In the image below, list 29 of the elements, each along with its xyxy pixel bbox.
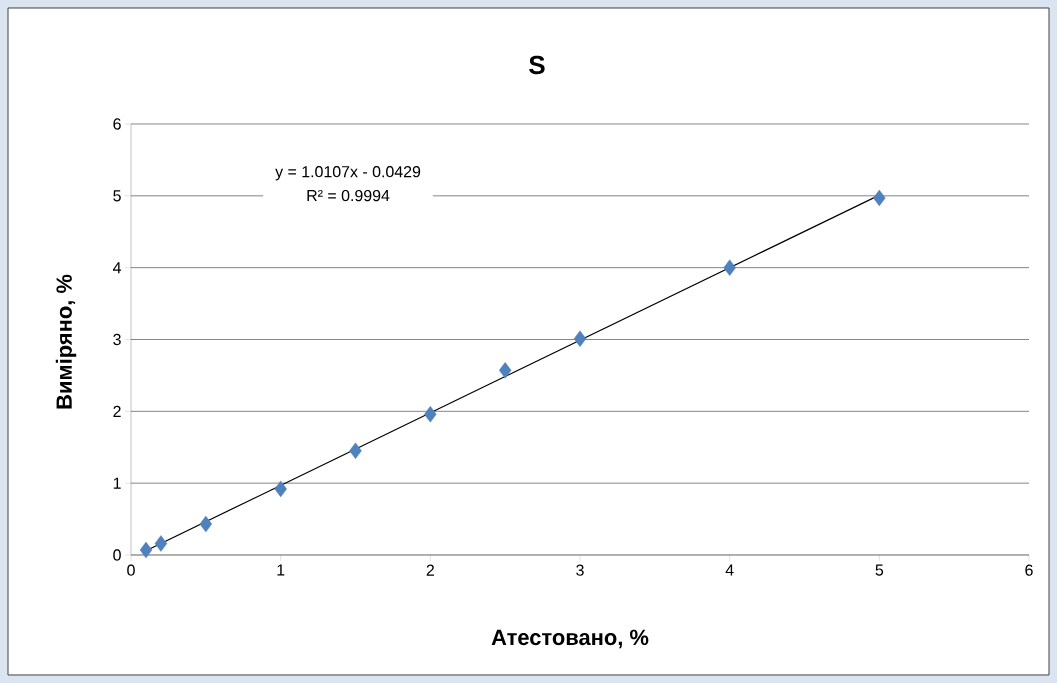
y-tick-label: 4 bbox=[112, 262, 122, 274]
annotation: y = 1.0107x - 0.0429 bbox=[275, 166, 421, 181]
point bbox=[498, 362, 512, 379]
y-tick-label: 5 bbox=[113, 190, 121, 202]
y-tick-label: 2 bbox=[113, 405, 121, 417]
x-tick-label: 5 bbox=[875, 564, 884, 576]
x-tick-label: 6 bbox=[1025, 564, 1033, 576]
point bbox=[139, 541, 153, 559]
x-tick-label: 3 bbox=[576, 564, 584, 576]
x-tick-label: 1 bbox=[277, 564, 285, 576]
point bbox=[274, 480, 287, 498]
y-tick-label: 3 bbox=[113, 333, 121, 346]
point bbox=[873, 189, 886, 207]
x-tick-label: 0 bbox=[127, 564, 135, 576]
x-tick-label: 2 bbox=[426, 564, 434, 576]
point bbox=[154, 535, 168, 552]
y-axis-title: Виміряно, % bbox=[55, 274, 77, 409]
x-tick-label: 4 bbox=[725, 564, 734, 576]
point bbox=[349, 442, 362, 460]
y-tick-label: 6 bbox=[113, 118, 121, 130]
point bbox=[199, 515, 213, 533]
point bbox=[573, 330, 587, 347]
chart-title: S bbox=[529, 55, 545, 75]
point bbox=[424, 405, 437, 423]
x-axis-title: Атестовано, % bbox=[491, 629, 649, 649]
annotation: R² = 0.9994 bbox=[307, 189, 390, 202]
y-tick-label: 1 bbox=[113, 477, 121, 489]
point bbox=[723, 259, 736, 276]
y-tick-label: 0 bbox=[113, 549, 121, 561]
